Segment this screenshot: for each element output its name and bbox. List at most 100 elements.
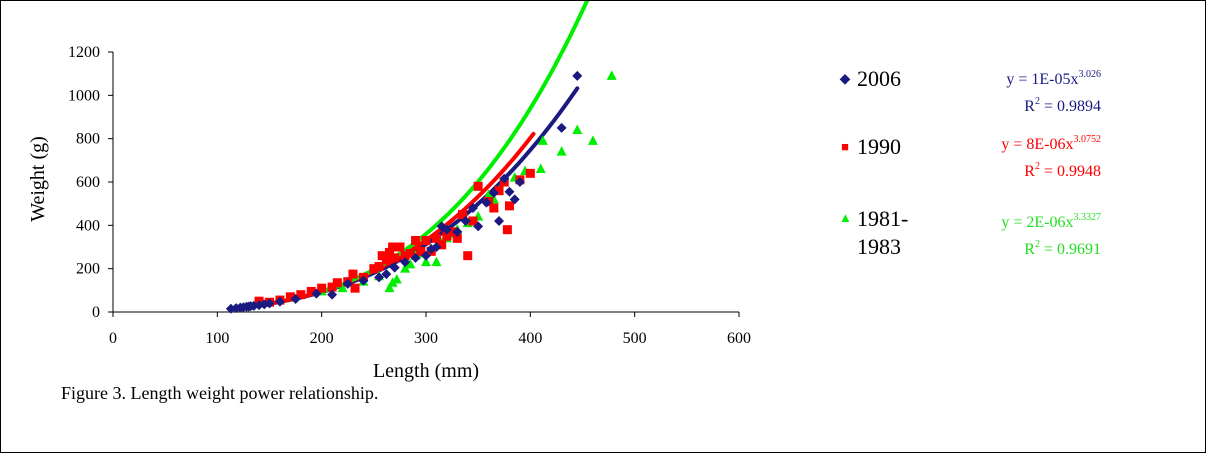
equation-exponent: 3.026	[1078, 69, 1102, 80]
data-point	[468, 216, 478, 226]
equation-text: y = 2E-06x	[1001, 214, 1074, 231]
r2-value: = 0.9691	[1039, 241, 1101, 258]
data-point	[296, 290, 306, 300]
data-point	[405, 249, 415, 258]
equation-1990: y = 8E-06x3.0752 R2 = 0.9948	[1001, 134, 1102, 180]
data-point	[327, 282, 337, 292]
data-point	[504, 201, 514, 211]
data-point	[447, 227, 457, 237]
data-point	[348, 269, 358, 279]
x-tick-label: 300	[414, 330, 438, 347]
data-point	[537, 135, 548, 145]
equation-1981-1983: y = 2E-06x3.3327 R2 = 0.9691	[1001, 212, 1102, 258]
data-point	[473, 181, 483, 191]
legend-label: 2006	[857, 66, 901, 91]
points-group	[225, 70, 617, 314]
data-point	[463, 251, 473, 261]
data-point	[327, 289, 338, 300]
data-point	[504, 186, 515, 197]
data-point	[514, 177, 525, 187]
data-point	[381, 269, 392, 280]
legend-entry-1981-1983: ▲ 1981- 1983	[839, 205, 908, 261]
data-point	[374, 262, 384, 271]
data-point	[499, 173, 510, 184]
equation-exponent: 3.3327	[1073, 212, 1102, 223]
data-point	[416, 246, 426, 256]
x-tick-label: 100	[205, 330, 229, 347]
data-point	[388, 242, 398, 252]
data-point	[473, 221, 484, 232]
data-point	[384, 247, 394, 257]
equation-text: y = 1E-05x	[1006, 71, 1079, 88]
data-point	[369, 264, 379, 274]
trendline-0	[228, 86, 580, 311]
figure-caption: Figure 3. Length weight power relationsh…	[61, 383, 379, 403]
data-point	[400, 263, 411, 273]
data-point	[572, 70, 583, 81]
data-point	[391, 274, 402, 284]
y-axis-label: Weight (g)	[27, 136, 49, 222]
data-point	[317, 283, 327, 293]
legend-entry-1990: ■ 1990	[839, 134, 901, 160]
data-point	[494, 186, 504, 196]
data-point	[535, 163, 546, 173]
square-icon: ■	[841, 139, 849, 154]
data-point	[374, 272, 385, 283]
data-point	[441, 224, 452, 235]
equation-2006: y = 1E-05x3.026 R2 = 0.9894	[1006, 69, 1102, 115]
data-point	[421, 236, 431, 245]
data-point	[431, 233, 441, 243]
y-tick-label: 1200	[68, 44, 100, 61]
data-point	[483, 189, 494, 199]
data-point	[342, 278, 353, 289]
data-point	[389, 262, 400, 273]
x-tick-label: 200	[310, 330, 334, 347]
data-point	[489, 203, 499, 213]
data-point	[556, 122, 567, 133]
data-point	[390, 253, 400, 263]
data-point	[502, 225, 512, 235]
x-tick-label: 600	[727, 330, 751, 347]
data-point	[452, 226, 463, 237]
data-point	[481, 197, 492, 208]
x-axis-label: Length (mm)	[373, 360, 479, 382]
y-tick-label: 400	[76, 217, 100, 234]
r2-label: R	[1024, 241, 1035, 258]
data-point	[587, 135, 598, 145]
data-point	[285, 292, 295, 302]
trendlines-group	[228, 1, 590, 311]
legend-entry-2006: ◆ 2006	[839, 66, 901, 92]
data-point	[350, 283, 360, 293]
data-point	[410, 252, 421, 263]
r2-value: = 0.9894	[1039, 98, 1101, 115]
data-point	[400, 251, 410, 261]
legend-label: 1981- 1983	[857, 206, 909, 259]
data-point	[421, 256, 431, 267]
data-point	[488, 187, 499, 198]
y-tick-label: 0	[92, 304, 100, 321]
data-point	[381, 255, 391, 265]
diamond-icon: ◆	[839, 71, 851, 87]
data-point	[458, 210, 468, 219]
data-point	[572, 124, 583, 134]
data-point	[274, 296, 285, 307]
data-point	[405, 258, 416, 269]
y-tick-label: 600	[76, 174, 100, 191]
data-point	[606, 70, 617, 80]
data-point	[556, 146, 567, 156]
data-point	[306, 286, 316, 296]
equation-text: y = 8E-06x	[1001, 136, 1074, 153]
data-point	[290, 294, 301, 304]
equation-exponent: 3.0752	[1073, 134, 1102, 145]
y-tick-label: 800	[76, 131, 100, 148]
data-point	[264, 298, 275, 309]
data-point	[452, 233, 462, 243]
x-tick-label: 400	[518, 330, 542, 347]
data-point	[395, 242, 405, 252]
data-point	[467, 203, 478, 213]
data-point	[442, 231, 452, 241]
data-point	[460, 216, 471, 226]
legend-label: 1990	[857, 134, 901, 159]
y-tick-label: 1000	[68, 87, 100, 104]
